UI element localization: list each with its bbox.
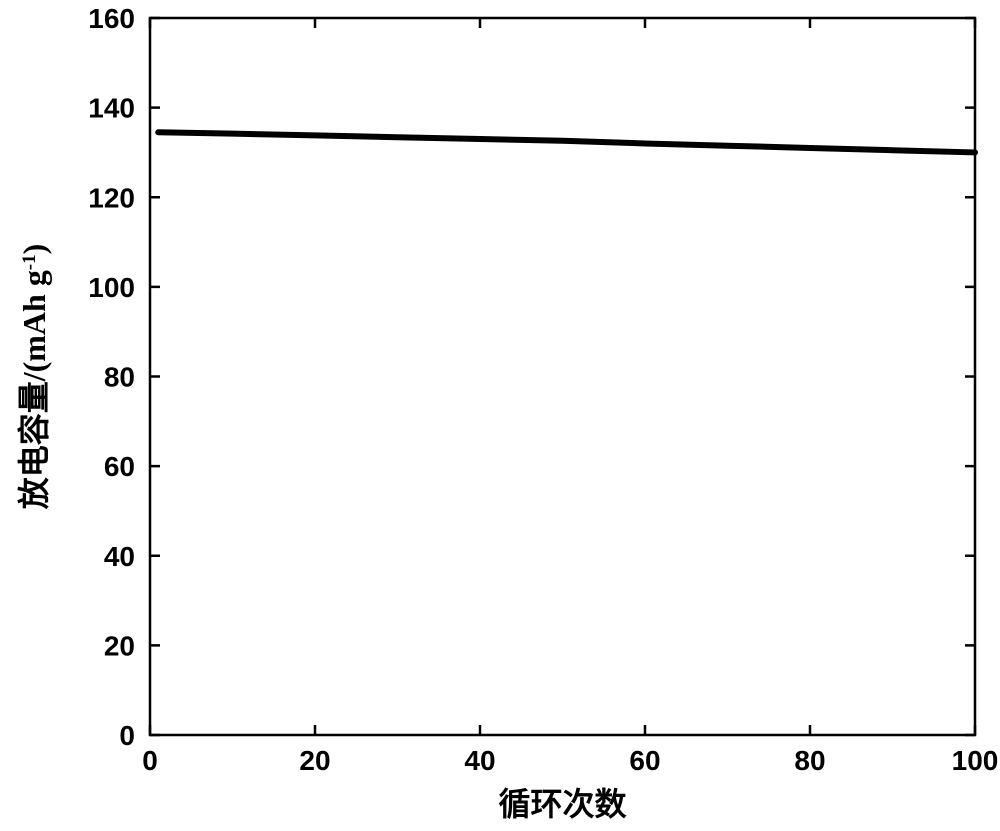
- y-tick-label: 120: [88, 182, 135, 213]
- x-tick-label: 0: [142, 745, 158, 776]
- x-tick-label: 60: [629, 745, 660, 776]
- y-tick-label: 60: [104, 451, 135, 482]
- discharge-capacity-chart: 0 20 40 60 80 100 0 20 40 60 80 100 120 140 160 循环次数 放电容…: [0, 0, 1000, 831]
- y-tick-label: 20: [104, 630, 135, 661]
- y-tick-label: 140: [88, 93, 135, 124]
- y-tick-label: 80: [104, 362, 135, 393]
- y-tick-label: 100: [88, 272, 135, 303]
- x-tick-label: 20: [299, 745, 330, 776]
- x-tick-label: 100: [952, 745, 999, 776]
- y-tick-label: 160: [88, 3, 135, 34]
- y-tick-label: 40: [104, 541, 135, 572]
- y-axis-label: 放电容量/(mAh g-1): [16, 244, 52, 510]
- x-tick-label: 40: [464, 745, 495, 776]
- x-axis-label: 循环次数: [498, 786, 627, 822]
- x-tick-label: 80: [794, 745, 825, 776]
- y-tick-label: 0: [119, 720, 135, 751]
